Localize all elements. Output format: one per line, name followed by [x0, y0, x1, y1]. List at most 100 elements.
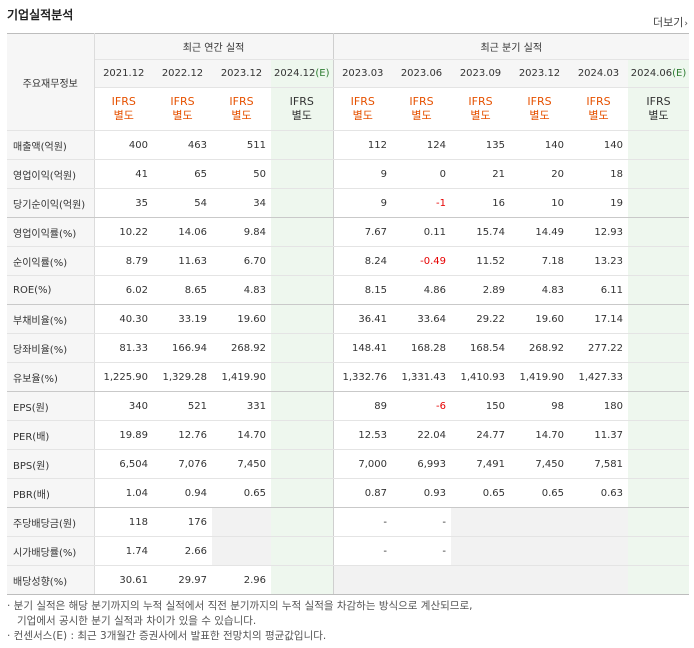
table-cell: 8.65: [153, 275, 212, 305]
table-cell: 81.33: [94, 333, 153, 363]
table-cell: 521: [153, 391, 212, 421]
table-row: EPS(원) 340 521 331 89 -6 150 98 180: [7, 391, 689, 421]
more-link[interactable]: 더보기›: [653, 14, 688, 30]
table-cell: 511: [212, 130, 271, 160]
table-cell: 8.24: [333, 246, 392, 276]
table-cell: 148.41: [333, 333, 392, 363]
table-cell: 4.83: [510, 275, 569, 305]
period-label: 2023.12: [220, 68, 263, 79]
table-cell: 24.77: [451, 420, 510, 450]
table-cell: 12.53: [333, 420, 392, 450]
row-label: 주당배당금(원): [7, 507, 95, 537]
row-label: ROE(%): [7, 275, 95, 305]
table-cell: 340: [94, 391, 153, 421]
row-label: 순이익률(%): [7, 246, 95, 276]
ifrs-label: IFRS: [350, 95, 375, 108]
ifrs-header: IFRS 별도: [392, 87, 451, 131]
table-cell: 6.11: [569, 275, 628, 305]
period-label: 2023.12: [518, 68, 561, 79]
table-cell: [451, 507, 510, 537]
table-row: PER(배) 19.89 12.76 14.70 12.53 22.04 24.77 14.7…: [7, 420, 689, 450]
ifrs-header: IFRS 별도: [510, 87, 569, 131]
table-cell: 6,993: [392, 449, 451, 479]
table-cell: [271, 130, 334, 160]
table-cell: 150: [451, 391, 510, 421]
table-row: 당좌비율(%) 81.33 166.94 268.92 148.41 168.28 168.…: [7, 333, 689, 363]
table-cell: [628, 304, 689, 334]
note-line: · 분기 실적은 해당 분기까지의 누적 실적에서 직전 분기까지의 누적 실적…: [7, 600, 473, 612]
ifrs-basis-label: 별도: [588, 109, 609, 122]
table-cell: [628, 246, 689, 276]
table-cell: 2.89: [451, 275, 510, 305]
table-cell: 14.70: [510, 420, 569, 450]
ifrs-basis-label: 별도: [529, 109, 550, 122]
table-cell: [628, 130, 689, 160]
period-label: 2023.06: [400, 68, 443, 79]
ifrs-label: IFRS: [111, 95, 136, 108]
table-cell: 19.60: [212, 304, 271, 334]
table-cell: 18: [569, 159, 628, 189]
table-cell: 1.74: [94, 536, 153, 566]
table-cell: 331: [212, 391, 271, 421]
table-cell: 7.67: [333, 217, 392, 247]
table-cell: 7,076: [153, 449, 212, 479]
table-cell: -: [392, 507, 451, 537]
table-cell: 10: [510, 188, 569, 218]
table-cell: 1,419.90: [510, 362, 569, 392]
row-label: 배당성향(%): [7, 565, 95, 595]
table-cell: [628, 478, 689, 508]
table-cell: -: [333, 536, 392, 566]
table-cell: 8.15: [333, 275, 392, 305]
period-header: 2023.12: [510, 59, 569, 88]
table-cell: 7,450: [510, 449, 569, 479]
table-cell: 36.41: [333, 304, 392, 334]
table-cell: -1: [392, 188, 451, 218]
note-line: · 컨센서스(E) : 최근 3개월간 증권사에서 발표한 전망치의 평균값입니…: [7, 630, 327, 642]
period-label: 2023.03: [342, 68, 384, 79]
table-row: 영업이익(억원) 41 65 50 9 0 21 20 18: [7, 159, 689, 189]
table-cell: [628, 391, 689, 421]
period-header: 2023.12: [212, 59, 271, 88]
table-cell: -0.49: [392, 246, 451, 276]
more-label: 더보기: [653, 16, 684, 29]
ifrs-label: IFRS: [409, 95, 434, 108]
table-cell: 17.14: [569, 304, 628, 334]
table-cell: [333, 565, 392, 595]
table-cell: 6,504: [94, 449, 153, 479]
table-cell: [451, 565, 510, 595]
table-cell: 1,419.90: [212, 362, 271, 392]
period-header: 2024.06(E): [628, 59, 689, 88]
table-cell: 118: [94, 507, 153, 537]
period-label: 2023.09: [459, 68, 502, 79]
table-cell: [271, 391, 334, 421]
table-cell: 1,332.76: [333, 362, 392, 392]
table-cell: 7,000: [333, 449, 392, 479]
table-cell: 30.61: [94, 565, 153, 595]
chevron-right-icon: ›: [684, 19, 688, 29]
table-cell: [212, 536, 271, 566]
ifrs-basis-label: 별도: [231, 109, 252, 122]
ifrs-basis-label: 별도: [470, 109, 491, 122]
table-row: PBR(배) 1.04 0.94 0.65 0.87 0.93 0.65 0.65 0.63: [7, 478, 689, 508]
table-cell: [392, 565, 451, 595]
table-cell: [628, 420, 689, 450]
ifrs-basis-label: 별도: [352, 109, 373, 122]
table-cell: 14.70: [212, 420, 271, 450]
ifrs-header: IFRS 별도: [94, 87, 153, 131]
ifrs-label: IFRS: [527, 95, 552, 108]
row-label: 당좌비율(%): [7, 333, 95, 363]
period-label: 2022.12: [161, 68, 204, 79]
table-cell: [271, 420, 334, 450]
table-cell: 29.97: [153, 565, 212, 595]
table-cell: 19: [569, 188, 628, 218]
table-cell: 35: [94, 188, 153, 218]
table-cell: 50: [212, 159, 271, 189]
ifrs-basis-label: 별도: [172, 109, 193, 122]
table-cell: [271, 536, 334, 566]
table-cell: 20: [510, 159, 569, 189]
row-label: PER(배): [7, 420, 95, 450]
table-cell: 13.23: [569, 246, 628, 276]
table-cell: 1,410.93: [451, 362, 510, 392]
table-cell: [451, 536, 510, 566]
row-label: 매출액(억원): [7, 130, 95, 160]
